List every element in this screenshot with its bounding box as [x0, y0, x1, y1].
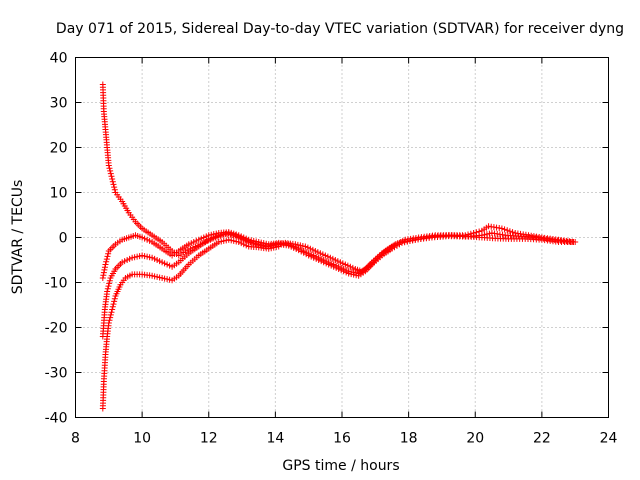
y-axis-label: SDTVAR / TECUs: [10, 180, 26, 295]
series-track-1: [99, 81, 577, 275]
data-point: [109, 303, 116, 310]
data-point: [504, 227, 511, 234]
x-tick-label: 18: [400, 431, 418, 447]
y-tick-label: -40: [45, 411, 68, 427]
y-tick-label: 40: [50, 51, 68, 67]
y-tick-label: 10: [50, 186, 68, 202]
series-track-3: [99, 223, 579, 340]
data-point: [103, 258, 110, 265]
data-point: [106, 280, 113, 287]
ticks-layer: 8 10 12 14 16 18 20 22 24 40 30 20 10 0 -10 -20 -30 -40: [45, 51, 618, 447]
data-point: [465, 231, 472, 238]
data-point: [415, 236, 422, 243]
data-point: [109, 178, 116, 185]
data-point: [100, 272, 107, 279]
data-point: [107, 170, 114, 177]
data-point: [107, 167, 114, 174]
plot-frame: [75, 57, 609, 418]
series-track-4: [99, 236, 282, 412]
data-point: [406, 238, 413, 245]
y-tick-label: -30: [45, 366, 68, 382]
data-point: [409, 237, 416, 244]
data-point: [108, 173, 115, 180]
x-tick-label: 12: [200, 431, 218, 447]
data-point: [99, 275, 106, 281]
data-point: [102, 261, 109, 268]
data-point: [101, 266, 108, 273]
chart-title: Day 071 of 2015, Sidereal Day-to-day VTE…: [56, 21, 624, 37]
data-point: [473, 229, 480, 236]
data-point: [401, 239, 408, 246]
data-point: [100, 269, 107, 276]
data-point: [275, 243, 282, 250]
data-point: [106, 317, 113, 324]
data-point: [509, 229, 516, 236]
data-point: [109, 176, 116, 182]
data-point: [412, 236, 419, 243]
data-point: [103, 256, 110, 263]
data-point: [109, 306, 116, 313]
y-tick-label: 20: [50, 141, 68, 157]
data-point: [467, 230, 474, 237]
data-point: [105, 283, 112, 290]
data-point: [105, 320, 112, 326]
data-point: [106, 165, 113, 172]
x-axis-label: GPS time / hours: [282, 458, 399, 474]
data-point: [111, 186, 118, 193]
data-point: [572, 239, 579, 245]
data-point: [104, 253, 111, 260]
data-point: [111, 184, 118, 191]
x-tick-label: 8: [71, 431, 80, 447]
data-point: [107, 311, 114, 318]
data-point: [108, 309, 115, 316]
data-point: [476, 228, 483, 235]
x-tick-label: 16: [333, 431, 351, 447]
data-points-layer: [99, 81, 579, 412]
data-point: [110, 301, 117, 308]
y-tick-label: 30: [50, 96, 68, 112]
data-point: [404, 238, 411, 245]
data-point: [104, 285, 111, 292]
data-point: [107, 314, 114, 321]
x-tick-label: 10: [133, 431, 151, 447]
data-point: [462, 232, 469, 239]
data-point: [111, 295, 118, 302]
data-point: [101, 264, 108, 271]
y-tick-label: -10: [45, 276, 68, 292]
data-point: [104, 288, 111, 295]
data-point: [470, 230, 477, 236]
data-point: [417, 235, 424, 242]
data-point: [110, 181, 117, 188]
data-point: [105, 250, 112, 257]
x-tick-label: 20: [466, 431, 484, 447]
x-tick-label: 14: [266, 431, 284, 447]
x-tick-label: 22: [533, 431, 551, 447]
data-point: [426, 234, 433, 241]
data-point: [105, 162, 112, 169]
x-tick-label: 24: [600, 431, 618, 447]
data-point: [498, 225, 505, 232]
data-point: [501, 226, 508, 233]
y-tick-label: 0: [59, 231, 68, 247]
data-point: [420, 235, 427, 242]
data-point: [506, 228, 513, 235]
data-point: [111, 298, 118, 305]
data-point: [423, 234, 430, 241]
data-point: [106, 277, 113, 284]
data-point: [398, 239, 405, 246]
y-tick-label: -20: [45, 321, 68, 337]
